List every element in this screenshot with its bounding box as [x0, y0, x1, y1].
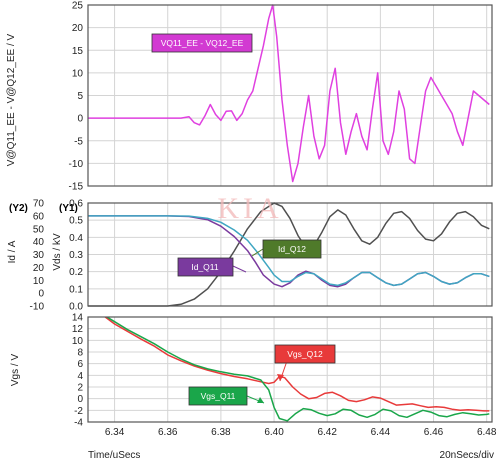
bot-y-tick-label: 14 — [72, 313, 84, 324]
top-y-tick-label: -5 — [74, 136, 83, 147]
mid-y1-axis-label: Vds / kV — [52, 233, 63, 271]
mid-y2-tick-label: 10 — [33, 276, 45, 287]
mid-y1-tick-label: 0.2 — [69, 267, 83, 278]
bot-y-tick-label: 0 — [77, 394, 83, 405]
series-vgs-q11 — [105, 317, 490, 422]
x-tick-label: 6.42 — [317, 427, 337, 438]
mid-y2-axis-header: (Y2) — [9, 203, 28, 214]
mid-y1-tick-label: 0.4 — [69, 233, 83, 244]
top-y-tick-label: -10 — [69, 159, 84, 170]
bot-panel-frame — [87, 316, 493, 423]
x-tick-label: 6.34 — [105, 427, 125, 438]
x-tick-label: 6.38 — [211, 427, 231, 438]
label-vgs-q11-text: Vgs_Q11 — [201, 391, 236, 401]
x-axis-label: Time/uSecs — [88, 450, 140, 461]
mid-y2-tick-label: -10 — [30, 302, 45, 313]
top-y-axis-label: V@Q11_EE - V@Q12_EE / V — [6, 33, 17, 166]
top-y-tick-label: 5 — [77, 91, 83, 102]
x-tick-label: 6.40 — [264, 427, 284, 438]
x-tick-label: 6.44 — [371, 427, 391, 438]
label-vgs-q11: Vgs_Q11 — [188, 386, 265, 406]
mid-y2-tick-label: 70 — [33, 199, 45, 210]
label-id-q12-text: Id_Q12 — [278, 244, 306, 254]
mid-y2-tick-label: 50 — [33, 224, 45, 235]
top-y-tick-label: 10 — [72, 68, 84, 79]
label-vgs-q12: Vgs_Q12 — [274, 344, 336, 382]
mid-y2-tick-label: 0 — [38, 289, 44, 300]
x-tick-label: 6.36 — [158, 427, 178, 438]
tick-layer: 2520151050-5-10-150.60.50.40.30.20.10.07… — [30, 1, 497, 439]
bottom-y-axis-label: Vgs / V — [10, 354, 21, 387]
series-vgs-q12 — [103, 317, 490, 412]
mid-y2-tick-label: 20 — [33, 263, 45, 274]
top-y-tick-label: 20 — [72, 23, 84, 34]
mid-y1-tick-label: 0.1 — [69, 284, 83, 295]
series-vds — [88, 202, 490, 307]
mid-y1-tick-label: 0.0 — [69, 302, 83, 313]
label-id-q12: Id_Q12 — [251, 239, 322, 259]
top-panel-frame — [87, 4, 493, 187]
bot-y-tick-label: 10 — [72, 336, 84, 347]
bot-y-tick-label: 4 — [77, 371, 83, 382]
mid-y1-tick-label: 0.3 — [69, 250, 83, 261]
bot-y-tick-label: 8 — [77, 348, 83, 359]
top-y-tick-label: 15 — [72, 46, 84, 57]
bot-y-tick-label: 2 — [77, 383, 83, 394]
legend-box-vq: VQ11_EE - VQ12_EE — [151, 33, 253, 53]
mid-y1-tick-label: 0.5 — [69, 216, 83, 227]
series-id-q12 — [88, 215, 490, 287]
bot-y-tick-label: -4 — [74, 418, 83, 429]
x-axis-scale-note: 20nSecs/div — [440, 450, 494, 461]
legend-box-vq-text: VQ11_EE - VQ12_EE — [161, 38, 244, 48]
bot-y-tick-label: -2 — [74, 406, 83, 417]
top-y-tick-label: 0 — [77, 114, 83, 125]
label-vgs-q12-text: Vgs_Q12 — [287, 349, 323, 359]
series-vq-diff — [88, 4, 490, 183]
x-tick-label: 6.48 — [477, 427, 497, 438]
mid-panel-frame — [87, 202, 493, 307]
label-id-q11: Id_Q11 — [177, 257, 247, 277]
top-y-tick-label: -15 — [69, 182, 84, 193]
mid-y1-axis-header: (Y1) — [59, 203, 78, 214]
series-layer — [88, 4, 490, 422]
mid-y2-axis-label: Id / A — [7, 240, 18, 263]
frame-layer — [87, 4, 493, 423]
mid-y2-tick-label: 60 — [33, 211, 45, 222]
mid-y2-tick-label: 30 — [33, 250, 45, 261]
top-y-tick-label: 25 — [72, 1, 84, 12]
bot-y-tick-label: 6 — [77, 359, 83, 370]
watermark: KIA — [217, 192, 282, 225]
bot-y-tick-label: 12 — [72, 324, 84, 335]
mid-y1-tick-label: 0.6 — [69, 199, 83, 210]
label-id-q11-text: Id_Q11 — [191, 262, 219, 272]
bottom-series-group — [103, 317, 490, 422]
mid-y2-tick-label: 40 — [33, 237, 45, 248]
x-tick-label: 6.46 — [424, 427, 444, 438]
